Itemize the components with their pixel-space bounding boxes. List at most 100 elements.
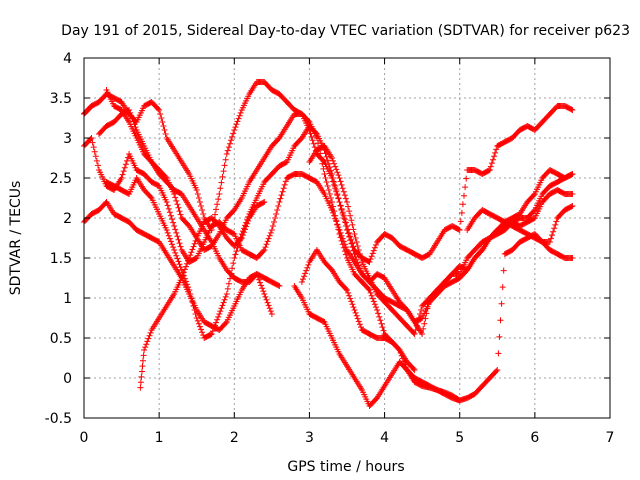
data-point — [171, 223, 178, 229]
data-point — [137, 379, 144, 386]
data-point — [233, 248, 240, 255]
data-point — [89, 139, 96, 146]
data-point — [221, 162, 228, 169]
data-point — [266, 305, 273, 312]
data-point — [321, 171, 328, 177]
data-point — [265, 302, 272, 309]
data-point — [348, 240, 355, 247]
data-point — [234, 118, 241, 125]
data-point — [216, 311, 223, 317]
data-point — [172, 194, 179, 201]
data-point — [90, 144, 97, 151]
data-point — [171, 247, 178, 253]
data-point — [330, 209, 336, 216]
data-point — [263, 296, 270, 303]
data-point — [341, 192, 348, 199]
data-point — [144, 338, 151, 345]
chart-title: Day 191 of 2015, Sidereal Day-to-day VTE… — [61, 23, 630, 39]
data-point — [488, 160, 495, 167]
data-point — [232, 124, 239, 131]
data-point — [305, 261, 312, 268]
data-point — [214, 316, 221, 323]
data-point — [161, 127, 168, 133]
data-point — [530, 192, 537, 199]
data-point — [462, 184, 469, 191]
data-point — [207, 331, 214, 338]
data-point — [569, 171, 576, 177]
y-tick-label: 4 — [63, 51, 72, 67]
data-point — [187, 291, 194, 297]
data-point — [281, 181, 288, 188]
data-point — [339, 211, 346, 217]
data-point — [140, 357, 146, 364]
data-point — [169, 241, 175, 248]
data-point — [485, 167, 492, 174]
data-point — [421, 320, 428, 327]
data-point — [374, 307, 381, 313]
data-point — [276, 199, 283, 205]
data-point — [188, 295, 195, 301]
data-point — [218, 305, 225, 312]
data-point — [341, 219, 348, 225]
data-point — [331, 179, 338, 185]
data-point — [190, 243, 197, 250]
data-point — [214, 201, 221, 208]
y-tick-label: 1.5 — [50, 251, 72, 267]
data-point — [176, 261, 183, 268]
data-point — [338, 181, 345, 188]
data-point — [275, 282, 282, 289]
data-point — [455, 226, 462, 233]
data-point — [329, 199, 335, 205]
data-point — [236, 112, 243, 119]
data-point — [354, 315, 361, 322]
data-point — [332, 183, 339, 189]
data-point — [341, 241, 348, 248]
data-point — [194, 191, 201, 197]
data-point — [267, 229, 274, 236]
data-point — [342, 244, 349, 251]
data-point — [351, 231, 358, 237]
data-point — [259, 285, 266, 292]
data-point — [156, 107, 163, 113]
data-point — [212, 322, 218, 329]
data-point — [132, 124, 139, 131]
data-point — [129, 115, 136, 122]
data-point — [173, 252, 180, 259]
data-point — [371, 301, 378, 308]
data-point — [130, 118, 137, 125]
data-point — [240, 229, 247, 236]
data-point — [173, 197, 180, 204]
data-point — [95, 162, 101, 169]
data-point — [337, 229, 344, 236]
x-tick-labels: 0 1 2 3 4 5 6 7 — [80, 430, 615, 446]
data-point — [344, 287, 350, 293]
data-point — [487, 163, 494, 170]
data-point — [354, 243, 361, 249]
data-point — [551, 225, 558, 232]
data-point — [177, 243, 184, 250]
data-point — [199, 329, 206, 336]
data-point — [232, 251, 239, 258]
data-point — [212, 211, 218, 218]
data-point — [353, 239, 360, 245]
data-point — [231, 255, 238, 261]
data-point — [157, 111, 164, 117]
data-point — [413, 323, 420, 329]
data-point — [260, 288, 267, 295]
data-point — [208, 331, 215, 337]
data-point — [175, 236, 182, 243]
data-point — [225, 144, 232, 151]
data-point — [338, 207, 345, 213]
data-point — [339, 185, 346, 192]
data-point — [260, 248, 267, 255]
data-point — [269, 223, 276, 229]
data-point — [546, 239, 553, 245]
data-point — [347, 295, 354, 302]
y-tick-label: 1 — [63, 291, 72, 307]
data-point — [195, 195, 202, 201]
data-point — [93, 157, 100, 164]
data-point — [347, 212, 354, 219]
data-point — [192, 311, 199, 317]
data-point — [189, 299, 196, 305]
data-point — [375, 310, 382, 317]
